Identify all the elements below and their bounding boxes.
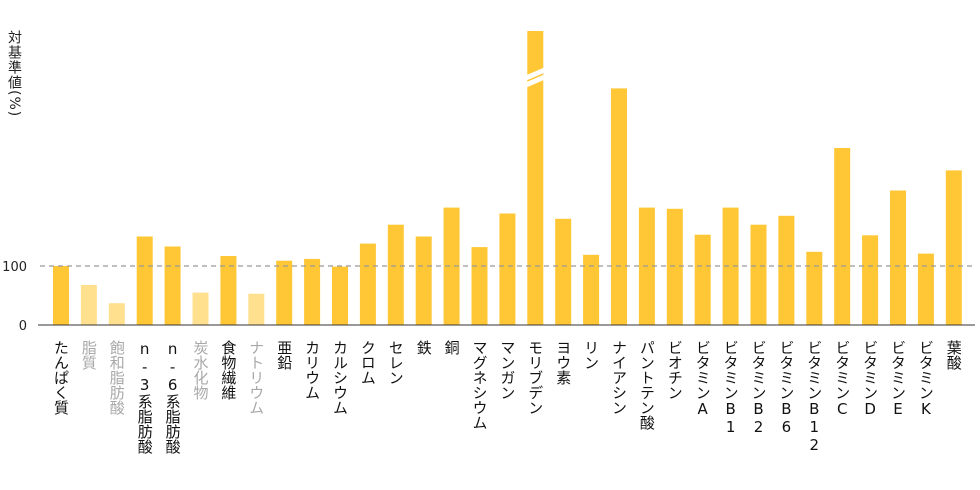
x-tick-label-29: ビタミンC xyxy=(833,340,852,418)
bar-32 xyxy=(917,253,934,325)
bar-27 xyxy=(778,215,795,325)
x-tick-label-33: 葉酸 xyxy=(944,340,963,370)
x-tick-label-15: 銅 xyxy=(442,340,461,355)
bar-10 xyxy=(304,258,321,325)
bar-13 xyxy=(387,224,404,325)
bar-5 xyxy=(164,246,181,325)
x-tick-label-12: クロム xyxy=(358,340,377,385)
x-tick-label-5: n-6系脂肪酸 xyxy=(163,340,182,454)
bar-24 xyxy=(694,234,711,325)
x-tick-label-13: セレン xyxy=(386,340,405,385)
bar-21 xyxy=(611,88,627,326)
x-tick-label-3: 飽和脂肪酸 xyxy=(107,340,126,415)
x-tick-label-1: たんぱく質 xyxy=(52,340,70,415)
bar-2 xyxy=(80,284,97,325)
axis-break-gap-2 xyxy=(520,72,551,90)
x-tick-label-7: 食物繊維 xyxy=(219,340,238,400)
x-tick-label-9: 亜鉛 xyxy=(275,340,294,370)
bar-1 xyxy=(53,266,69,325)
x-tick-label-18: モリブデン xyxy=(526,340,545,415)
bar-18 xyxy=(527,31,544,325)
bar-4 xyxy=(136,236,153,325)
bar-31 xyxy=(890,190,906,325)
bar-6 xyxy=(192,292,209,325)
y-tick-label-0: 0 xyxy=(19,319,27,334)
bar-9 xyxy=(276,260,293,325)
y-tick-label-100: 100 xyxy=(2,260,27,275)
bar-30 xyxy=(862,235,879,325)
x-tick-label-2: 脂質 xyxy=(79,340,98,370)
x-tick-label-6: 炭水化物 xyxy=(191,340,210,400)
bar-28 xyxy=(806,251,823,325)
bar-16 xyxy=(471,247,488,325)
x-tick-label-21: ナイアシン xyxy=(610,340,628,415)
bar-8 xyxy=(248,293,265,325)
x-tick-label-26: ビタミンB2 xyxy=(749,340,768,436)
bar-17 xyxy=(499,213,516,325)
bar-23 xyxy=(666,208,683,325)
x-tick-label-11: カルシウム xyxy=(331,340,349,415)
bar-26 xyxy=(750,224,767,325)
bar-7 xyxy=(220,256,237,325)
x-tick-label-30: ビタミンD xyxy=(861,340,880,418)
bar-29 xyxy=(834,148,851,325)
x-tick-label-8: ナトリウム xyxy=(247,340,266,415)
x-tick-label-23: ビオチン xyxy=(665,340,684,400)
x-tick-label-22: パントテン酸 xyxy=(637,340,656,430)
x-tick-label-24: ビタミンA xyxy=(693,340,712,418)
bar-12 xyxy=(359,243,376,325)
x-tick-label-28: ビタミンB12 xyxy=(805,340,824,454)
bar-20 xyxy=(583,254,600,325)
x-tick-label-14: 鉄 xyxy=(414,340,433,355)
x-tick-label-16: マグネシウム xyxy=(470,340,489,430)
x-tick-label-20: リン xyxy=(582,340,601,370)
x-tick-label-25: ビタミンB1 xyxy=(721,340,740,436)
bar-14 xyxy=(415,236,432,325)
bar-3 xyxy=(108,303,125,325)
x-tick-label-32: ビタミンK xyxy=(916,340,935,418)
bar-15 xyxy=(443,207,460,325)
bar-25 xyxy=(722,207,739,325)
y-axis-label: 対基準値(%) xyxy=(6,30,22,118)
x-tick-label-31: ビタミンE xyxy=(889,340,907,418)
bar-33 xyxy=(945,170,962,325)
x-tick-label-19: ヨウ素 xyxy=(554,340,573,385)
x-tick-label-4: n-3系脂肪酸 xyxy=(135,340,154,454)
x-tick-label-17: マンガン xyxy=(498,340,517,400)
bar-19 xyxy=(555,218,572,325)
bar-11 xyxy=(332,266,348,325)
axis-break-gap-1 xyxy=(520,65,551,83)
x-tick-label-10: カリウム xyxy=(303,340,322,400)
x-tick-label-27: ビタミンB6 xyxy=(777,340,796,436)
